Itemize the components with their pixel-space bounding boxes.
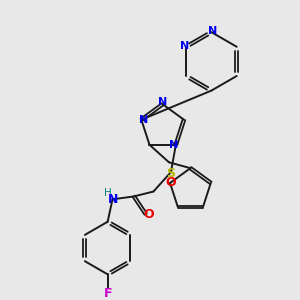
Text: O: O — [143, 208, 154, 221]
Text: N: N — [139, 115, 148, 125]
Text: N: N — [208, 26, 217, 36]
Text: N: N — [181, 41, 190, 51]
Text: O: O — [166, 176, 176, 190]
Text: N: N — [158, 97, 167, 107]
Text: F: F — [103, 287, 112, 300]
Text: N: N — [108, 193, 119, 206]
Text: N: N — [169, 140, 178, 150]
Text: H: H — [104, 188, 112, 198]
Text: S: S — [167, 167, 176, 179]
